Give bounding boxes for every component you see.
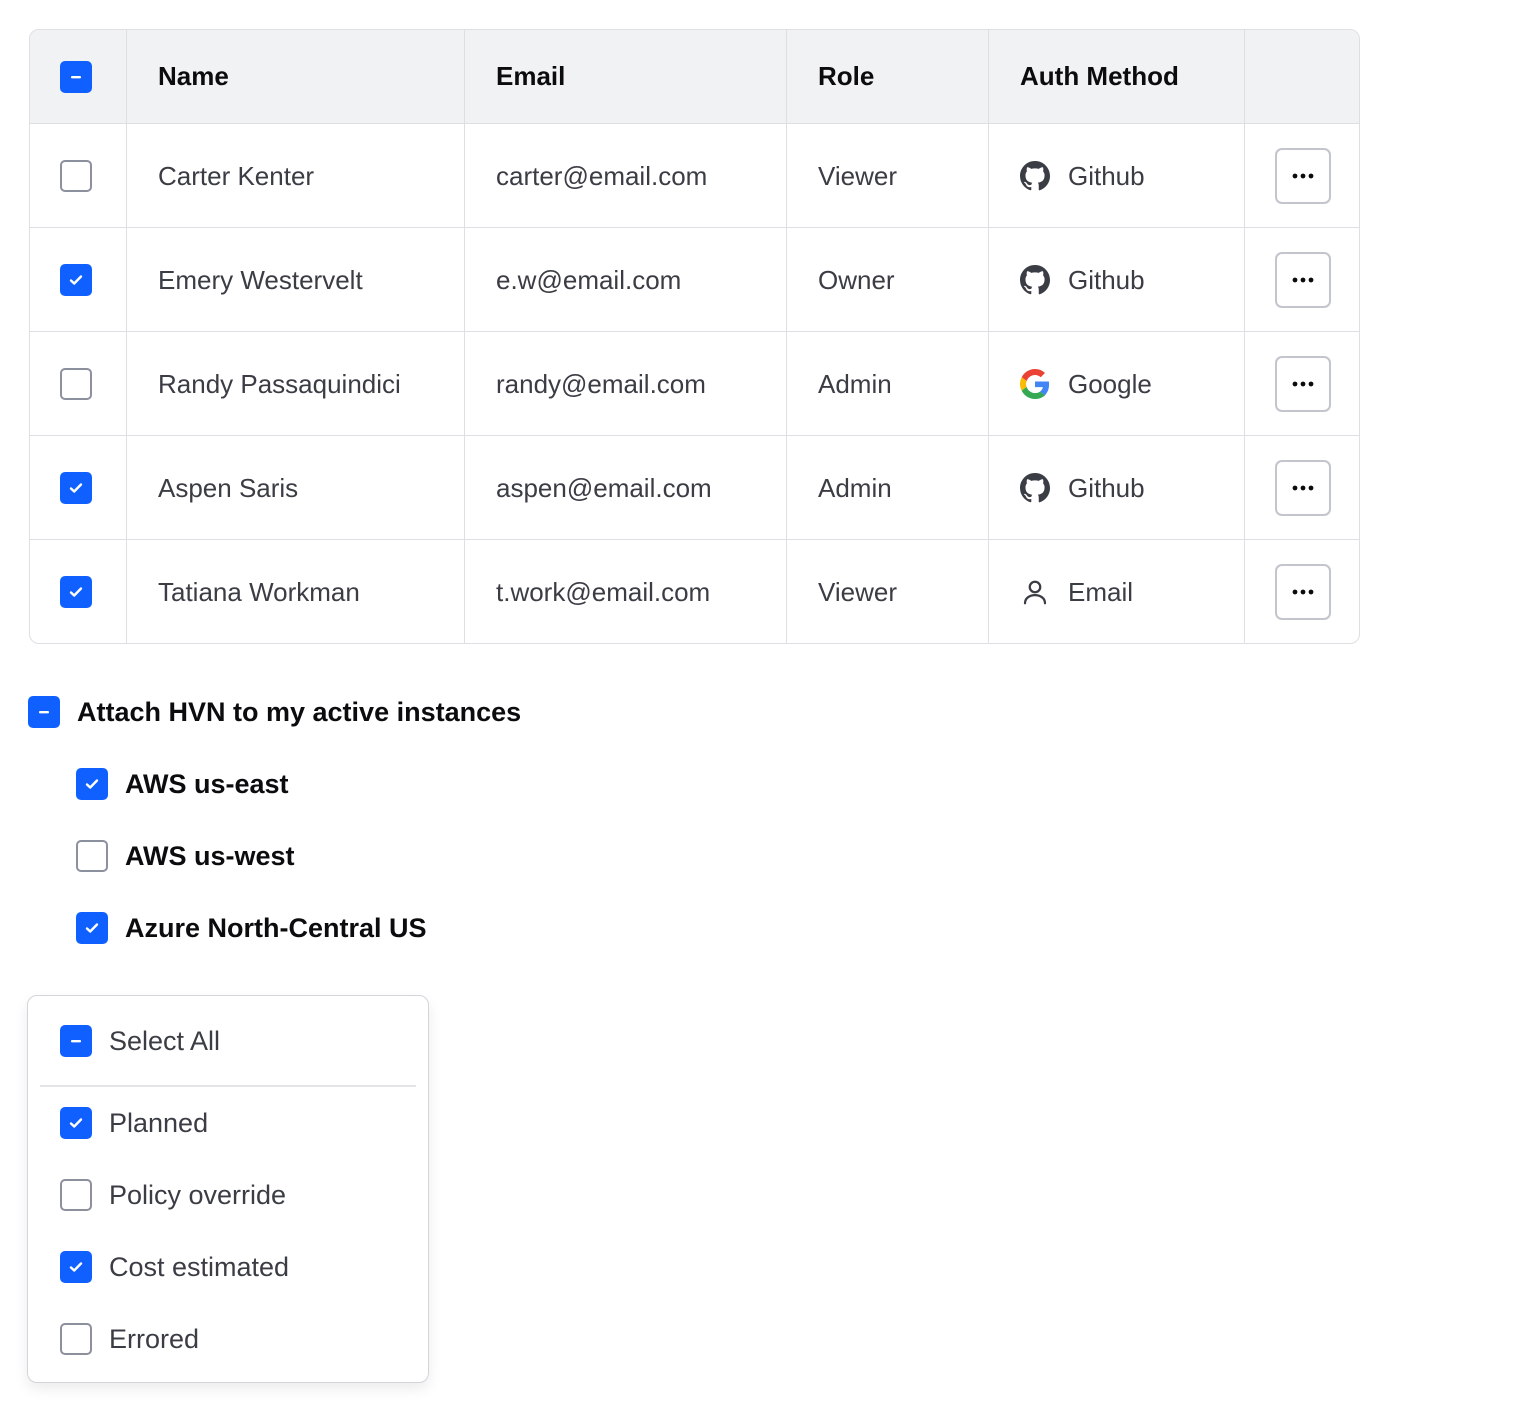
cell-name: Randy Passaquindici <box>126 332 464 436</box>
select-all-label: Select All <box>109 1025 221 1056</box>
cell-auth-method: Github <box>988 124 1244 228</box>
row-checkbox[interactable] <box>60 472 92 504</box>
cell-role: Viewer <box>786 124 988 228</box>
row-actions-button[interactable] <box>1275 148 1331 204</box>
cell-role: Admin <box>786 332 988 436</box>
table-row: Carter Kenter carter@email.com Viewer Gi… <box>30 123 1359 228</box>
dropdown-option-checkbox[interactable] <box>60 1179 92 1211</box>
cell-role: Owner <box>786 228 988 332</box>
cell-name: Carter Kenter <box>126 124 464 228</box>
header-name[interactable]: Name <box>126 30 464 123</box>
hvn-child-option[interactable]: AWS us-east <box>76 768 289 800</box>
cell-email: randy@email.com <box>464 332 786 436</box>
hvn-child-checkbox[interactable] <box>76 768 108 800</box>
row-checkbox[interactable] <box>60 264 92 296</box>
auth-method-label: Github <box>1068 160 1145 191</box>
cell-email: t.work@email.com <box>464 540 786 643</box>
hvn-child-checkbox[interactable] <box>76 912 108 944</box>
hvn-parent-checkbox[interactable] <box>28 696 60 728</box>
ellipsis-icon <box>1292 589 1314 595</box>
dropdown-option[interactable]: Cost estimated <box>60 1251 289 1283</box>
hvn-child-label: Azure North-Central US <box>125 912 427 943</box>
auth-method-label: Google <box>1068 368 1152 399</box>
header-email[interactable]: Email <box>464 30 786 123</box>
cell-auth-method: Github <box>988 228 1244 332</box>
dropdown-divider <box>40 1085 416 1087</box>
dropdown-option-label: Cost estimated <box>109 1251 290 1282</box>
auth-method-label: Github <box>1068 472 1145 503</box>
dropdown-option-checkbox[interactable] <box>60 1323 92 1355</box>
cell-auth-method: Email <box>988 540 1244 643</box>
row-actions-button[interactable] <box>1275 356 1331 412</box>
ellipsis-icon <box>1292 381 1314 387</box>
row-actions-button[interactable] <box>1275 564 1331 620</box>
table-row: Tatiana Workman t.work@email.com Viewer … <box>30 539 1359 643</box>
cell-email: aspen@email.com <box>464 436 786 540</box>
github-icon <box>1020 265 1050 295</box>
hvn-child-option[interactable]: AWS us-west <box>76 840 295 872</box>
hvn-child-checkbox[interactable] <box>76 840 108 872</box>
github-icon <box>1020 161 1050 191</box>
hvn-child-label: AWS us-west <box>125 840 295 871</box>
dropdown-option-label: Policy override <box>109 1179 287 1210</box>
header-actions <box>1244 30 1359 123</box>
row-checkbox[interactable] <box>60 368 92 400</box>
auth-method-label: Email <box>1068 576 1134 607</box>
hvn-child-option[interactable]: Azure North-Central US <box>76 912 427 944</box>
dropdown-option-checkbox[interactable] <box>60 1107 92 1139</box>
cell-name: Emery Westervelt <box>126 228 464 332</box>
github-icon <box>1020 473 1050 503</box>
auth-method-label: Github <box>1068 264 1145 295</box>
row-actions-button[interactable] <box>1275 252 1331 308</box>
user-icon <box>1020 577 1050 607</box>
cell-email: e.w@email.com <box>464 228 786 332</box>
users-table: Name Email Role Auth Method Carter Kente… <box>29 29 1360 644</box>
dropdown-option[interactable]: Planned <box>60 1107 208 1139</box>
hvn-parent-label: Attach HVN to my active instances <box>77 696 522 727</box>
table-header: Name Email Role Auth Method <box>30 30 1359 123</box>
hvn-parent-option[interactable]: Attach HVN to my active instances <box>28 696 521 728</box>
row-actions-button[interactable] <box>1275 460 1331 516</box>
cell-role: Admin <box>786 436 988 540</box>
header-auth-method[interactable]: Auth Method <box>988 30 1244 123</box>
header-role[interactable]: Role <box>786 30 988 123</box>
dropdown-select-all[interactable]: Select All <box>60 1025 220 1057</box>
status-filter-dropdown: Select All Planned Policy override Cost es… <box>27 995 429 1383</box>
dropdown-option[interactable]: Errored <box>60 1323 199 1355</box>
table-row: Aspen Saris aspen@email.com Admin Github <box>30 435 1359 540</box>
hvn-child-label: AWS us-east <box>125 768 289 799</box>
select-all-checkbox[interactable] <box>60 1025 92 1057</box>
dropdown-option-label: Planned <box>109 1107 209 1138</box>
select-all-rows-checkbox[interactable] <box>60 60 92 93</box>
cell-role: Viewer <box>786 540 988 643</box>
cell-auth-method: Github <box>988 436 1244 540</box>
ellipsis-icon <box>1292 485 1314 491</box>
row-checkbox[interactable] <box>60 576 92 608</box>
row-checkbox[interactable] <box>60 160 92 192</box>
cell-name: Aspen Saris <box>126 436 464 540</box>
cell-name: Tatiana Workman <box>126 540 464 643</box>
ellipsis-icon <box>1292 173 1314 179</box>
ellipsis-icon <box>1292 277 1314 283</box>
cell-email: carter@email.com <box>464 124 786 228</box>
table-row: Randy Passaquindici randy@email.com Admi… <box>30 331 1359 436</box>
cell-auth-method: Google <box>988 332 1244 436</box>
google-icon <box>1020 369 1050 399</box>
table-row: Emery Westervelt e.w@email.com Owner Git… <box>30 227 1359 332</box>
dropdown-option-label: Errored <box>109 1323 200 1354</box>
dropdown-option[interactable]: Policy override <box>60 1179 286 1211</box>
dropdown-option-checkbox[interactable] <box>60 1251 92 1283</box>
